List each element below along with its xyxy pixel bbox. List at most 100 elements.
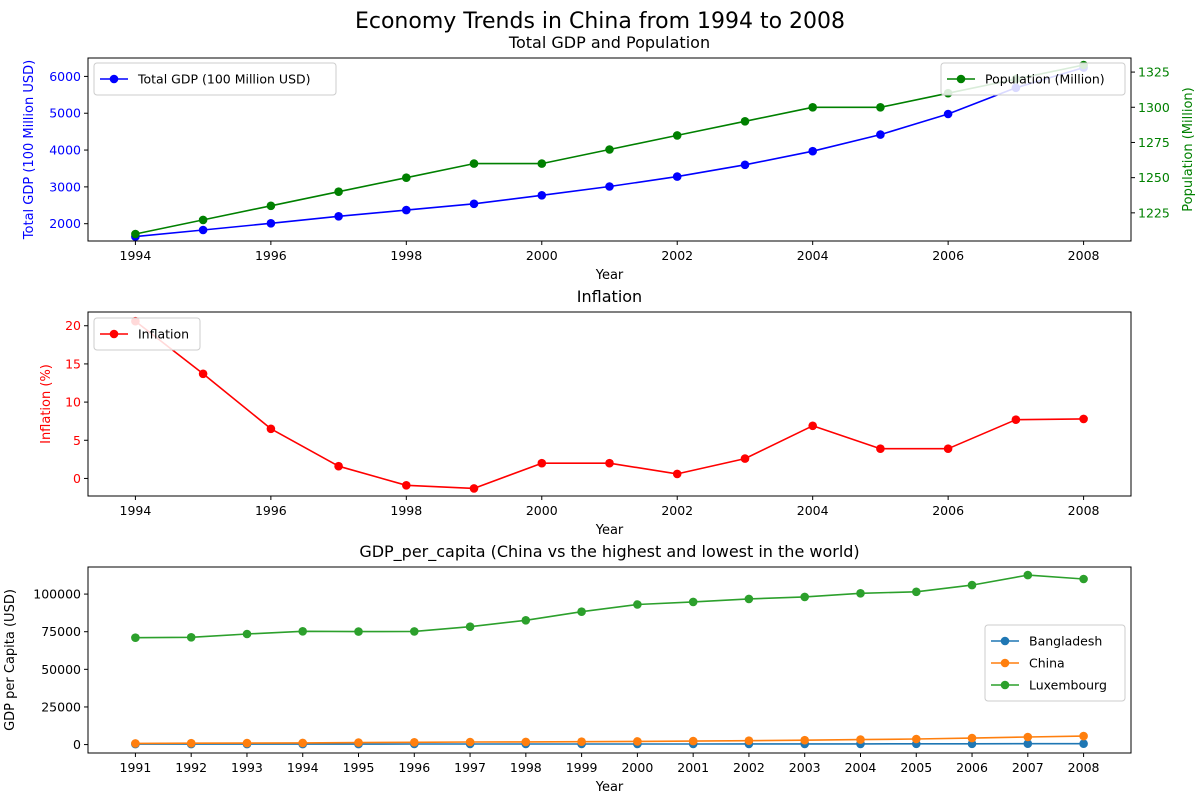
y-tick-label: 5000: [49, 106, 81, 121]
x-tick-label: 1998: [510, 760, 542, 775]
data-point-total-gdp-100-million-usd: [334, 212, 343, 221]
data-point-inflation: [334, 461, 343, 471]
x-tick-label: 1993: [231, 760, 263, 775]
data-point-inflation: [808, 421, 817, 431]
y-tick-label: 0: [73, 737, 81, 752]
data-point-inflation: [469, 484, 479, 493]
x-tick-label: 1992: [175, 760, 207, 775]
data-point-population-million: [334, 187, 343, 196]
data-point-total-gdp-100-million-usd: [402, 205, 411, 215]
data-point-china: [521, 737, 531, 747]
y2-tick-label: 1300: [1138, 100, 1170, 115]
legend-box: [93, 317, 201, 351]
data-point-china: [1023, 732, 1033, 742]
figure-title: Economy Trends in China from 1994 to 200…: [355, 9, 845, 34]
data-point-luxembourg: [1079, 574, 1088, 584]
data-point-luxembourg: [744, 594, 754, 604]
data-point-china: [744, 736, 754, 745]
x-tick-label: 2004: [797, 248, 829, 263]
data-point-luxembourg: [298, 627, 308, 636]
series-line-luxembourg: [135, 574, 1084, 639]
y-tick-label: 0: [73, 471, 81, 486]
x-tick-label: 1991: [120, 760, 152, 775]
legend-box: [93, 62, 337, 96]
data-point-total-gdp-100-million-usd: [876, 130, 885, 139]
data-point-luxembourg: [856, 589, 865, 598]
x-tick-label: 2008: [1068, 248, 1100, 263]
x-tick-label: 1997: [454, 760, 486, 775]
x-tick-label: 1996: [398, 760, 430, 775]
data-point-china: [856, 735, 865, 744]
data-point-population-million: [876, 103, 885, 112]
legend-marker: [956, 74, 966, 84]
data-point-inflation: [266, 424, 276, 434]
data-point-population-million: [605, 145, 614, 154]
y-tick-label: 20: [65, 318, 81, 333]
data-point-china: [465, 737, 475, 747]
data-point-population-million: [672, 131, 682, 140]
y-tick-label: 2000: [49, 216, 81, 231]
data-point-total-gdp-100-million-usd: [740, 160, 750, 170]
legend-label: Inflation: [138, 327, 189, 342]
x-tick-label: 2002: [733, 760, 765, 775]
data-point-luxembourg: [1023, 570, 1033, 580]
x-tick-label: 2005: [900, 760, 932, 775]
x-tick-label: 1998: [390, 503, 422, 518]
data-point-total-gdp-100-million-usd: [808, 146, 817, 156]
x-tick-label: 2008: [1068, 503, 1100, 518]
plot-frame: [87, 57, 1132, 242]
data-point-luxembourg: [131, 633, 140, 642]
x-tick-label: 2000: [621, 760, 653, 775]
y-tick-label: 75000: [41, 624, 81, 639]
x-tick-label: 2004: [797, 503, 829, 518]
x-tick-label: 1994: [287, 760, 319, 775]
data-point-bangladesh: [1023, 739, 1033, 748]
y-axis-label: Total GDP (100 Million USD): [22, 60, 37, 240]
x-tick-label: 2008: [1068, 760, 1100, 775]
x-axis-label: Year: [595, 780, 624, 795]
data-point-total-gdp-100-million-usd: [537, 191, 547, 200]
x-tick-label: 2004: [845, 760, 877, 775]
legend: Bangladesh China Luxembourg: [984, 624, 1126, 702]
y-tick-label: 5: [73, 433, 81, 448]
legend-label: Luxembourg: [1029, 678, 1107, 693]
x-tick-label: 1994: [120, 248, 152, 263]
plot-frame: [87, 566, 1132, 754]
y-tick-label: 6000: [49, 69, 81, 84]
y-tick-label: 4000: [49, 143, 81, 158]
data-point-population-million: [537, 159, 547, 168]
y-tick-label: 50000: [41, 662, 81, 677]
x-tick-label: 2002: [661, 503, 693, 518]
data-point-luxembourg: [688, 597, 698, 607]
data-point-total-gdp-100-million-usd: [198, 225, 208, 235]
data-point-luxembourg: [967, 580, 977, 590]
data-point-inflation: [943, 444, 953, 454]
data-point-inflation: [605, 458, 614, 468]
chart-title: Inflation: [577, 287, 642, 306]
data-point-total-gdp-100-million-usd: [943, 109, 953, 119]
chart-panel-1: Total GDP and Population 1994 1996 1998 2000…: [22, 33, 1196, 283]
y2-tick-label: 1325: [1138, 65, 1170, 80]
data-point-luxembourg: [242, 629, 252, 639]
y-tick-label: 10: [65, 395, 81, 410]
x-axis-label: Year: [595, 523, 624, 538]
data-point-china: [410, 738, 419, 747]
x-tick-label: 2007: [1012, 760, 1044, 775]
chart-panel-3: GDP_per_capita (China vs the highest and…: [3, 542, 1132, 795]
data-point-inflation: [876, 444, 885, 454]
data-point-china: [577, 737, 586, 746]
chart-title: Total GDP and Population: [508, 33, 710, 52]
data-point-china: [298, 738, 308, 748]
legend-box: [940, 62, 1126, 96]
data-point-population-million: [808, 103, 817, 112]
legend: Total GDP (100 Million USD): [93, 62, 337, 96]
legend-marker: [109, 74, 119, 84]
data-point-china: [967, 733, 977, 743]
x-tick-label: 1999: [566, 760, 598, 775]
data-point-china: [186, 738, 196, 748]
y-axis-label: Inflation (%): [39, 364, 54, 444]
x-tick-label: 1998: [390, 248, 422, 263]
